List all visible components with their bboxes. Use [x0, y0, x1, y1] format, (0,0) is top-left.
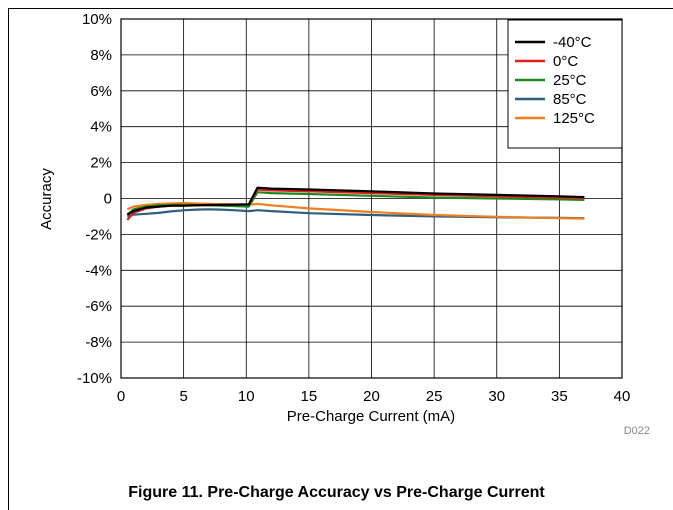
- y-tick-label: 0: [104, 191, 112, 208]
- series-line: [126, 191, 585, 216]
- y-tick-label: -10%: [77, 370, 112, 387]
- y-tick-label: 2%: [90, 155, 112, 172]
- plot-area-border: [120, 18, 623, 379]
- x-tick-label: 15: [301, 388, 318, 405]
- y-tick-label: -8%: [85, 334, 112, 351]
- figure-caption: Figure 11. Pre-Charge Accuracy vs Pre-Ch…: [128, 484, 545, 501]
- x-tick-label: 20: [363, 388, 380, 405]
- document-code: D022: [624, 425, 650, 437]
- y-axis-title: Accuracy: [38, 168, 55, 230]
- legend-label: -40°C: [553, 34, 592, 51]
- y-tick-label: -2%: [85, 226, 112, 243]
- legend: -40°C 0°C 25°C 85°C 125°C: [507, 19, 623, 149]
- x-tick-label: 40: [614, 388, 631, 405]
- legend-items: -40°C 0°C 25°C 85°C 125°C: [515, 34, 595, 127]
- series-line: [127, 208, 585, 220]
- x-axis-ticks: 0 5 10 15 20 25 30 35 40: [117, 388, 631, 405]
- y-tick-label: 6%: [90, 83, 112, 100]
- y-tick-label: -6%: [85, 298, 112, 315]
- series-line: [126, 186, 585, 216]
- accuracy-chart: 0 5 10 15 20 25 30 35 40 -10% -8% -6% -4% -2% 0 2% 4% 6%…: [38, 11, 650, 437]
- x-tick-label: 10: [238, 388, 255, 405]
- legend-label: 25°C: [553, 72, 587, 89]
- x-tick-label: 5: [179, 388, 187, 405]
- legend-label: 85°C: [553, 91, 587, 108]
- frame-left-border: [8, 8, 9, 510]
- y-axis-ticks: -10% -8% -6% -4% -2% 0 2% 4% 6% 8% 10%: [77, 11, 112, 387]
- legend-label: 0°C: [553, 53, 578, 70]
- x-tick-label: 25: [426, 388, 443, 405]
- x-tick-label: 35: [551, 388, 568, 405]
- y-tick-label: 10%: [82, 11, 112, 28]
- x-tick-label: 0: [117, 388, 125, 405]
- x-axis-title: Pre-Charge Current (mA): [287, 408, 455, 425]
- y-tick-label: -4%: [85, 262, 112, 279]
- frame-top-border: [8, 8, 673, 9]
- y-tick-label: 8%: [90, 47, 112, 64]
- x-tick-label: 30: [488, 388, 505, 405]
- legend-label: 125°C: [553, 110, 595, 127]
- series-lines: [126, 186, 585, 221]
- y-tick-label: 4%: [90, 119, 112, 136]
